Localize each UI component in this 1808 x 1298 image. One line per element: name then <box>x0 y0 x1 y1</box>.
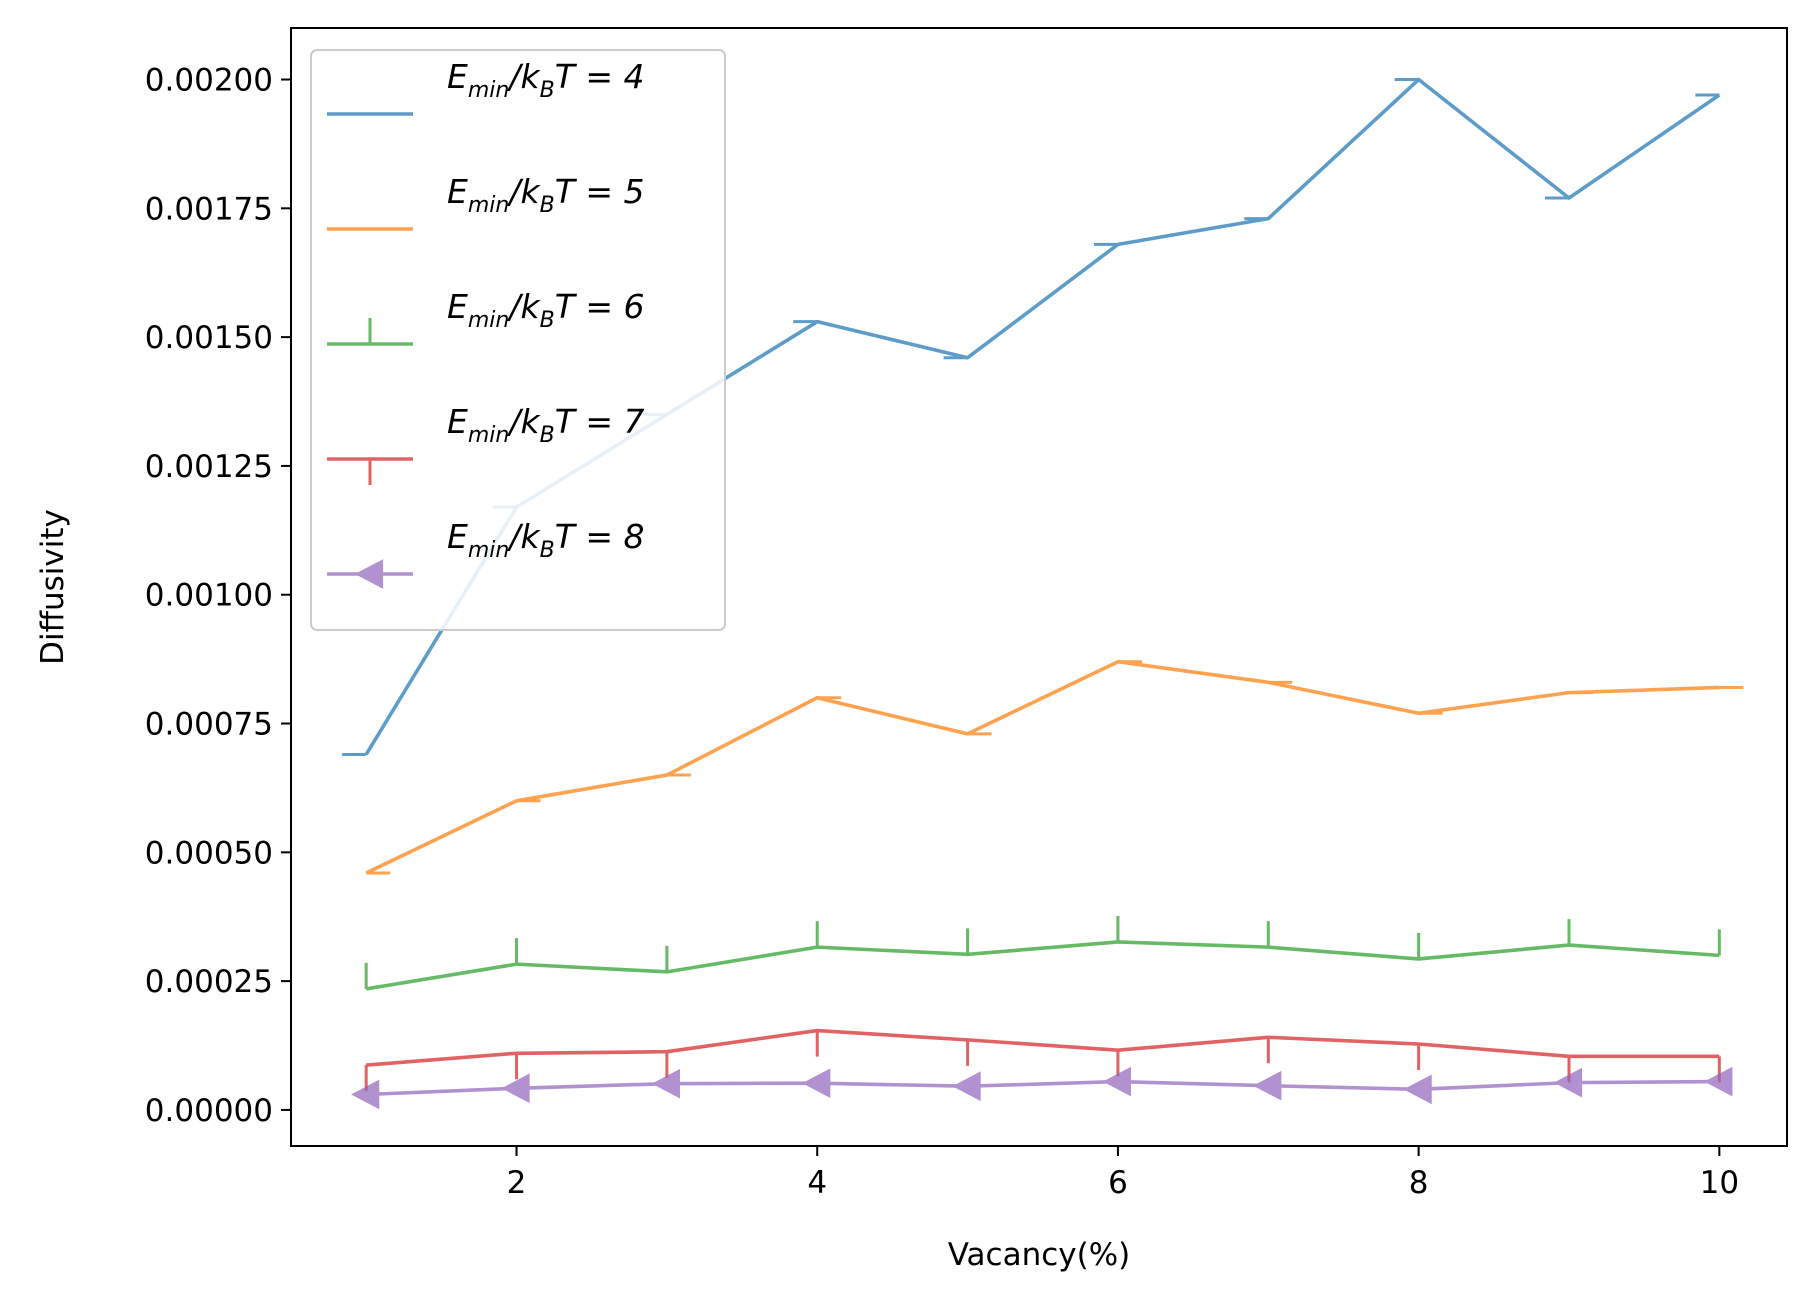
series-4-line <box>366 1028 1720 1067</box>
y-tick-label-6: 0.00150 <box>145 320 273 356</box>
series-5-point-5 <box>952 1071 981 1102</box>
y-tick-label-0: 0.00000 <box>145 1093 273 1129</box>
series-5 <box>351 1066 1733 1110</box>
legend-handle-4 <box>327 457 413 485</box>
series-5-point-1 <box>351 1079 380 1110</box>
x-axis-label: Vacancy(%) <box>948 1237 1131 1273</box>
series-3 <box>364 915 1721 991</box>
legend-label-4: Emin/kBT = 7 <box>447 402 644 448</box>
x-tick-label-0: 2 <box>507 1165 527 1201</box>
y-tick-label-8: 0.00200 <box>145 63 273 99</box>
y-tick-label-4: 0.00100 <box>145 578 273 614</box>
y-tick-label-2: 0.00050 <box>145 835 273 871</box>
legend-label-1: Emin/kBT = 4 <box>447 57 644 103</box>
plot-frame <box>290 27 1788 1147</box>
series-5-point-6 <box>1102 1066 1132 1097</box>
series-5-line <box>366 1079 1720 1097</box>
y-tick-label-1: 0.00025 <box>145 964 273 1000</box>
series-2-line <box>365 659 1720 875</box>
y-axis-label: Diffusivity <box>35 509 71 665</box>
legend-label-2: Emin/kBT = 5 <box>447 172 644 218</box>
series-5-point-2 <box>501 1073 530 1104</box>
legend-handle-3 <box>327 318 413 346</box>
series-5-point-10 <box>1704 1066 1733 1097</box>
series-3-line <box>365 940 1720 991</box>
x-tick-label-1: 4 <box>807 1165 827 1201</box>
legend: Emin/kBT = 4 Emin/kBT = 5 Emin/kBT = 6 Emin… <box>310 49 726 631</box>
series-2 <box>365 659 1744 875</box>
legend-marker-5 <box>354 559 384 589</box>
axes-layer: 2 4 6 8 10 0.00000 0.00025 0.00050 0.00075 0.0010… <box>145 63 1739 1201</box>
series-5-point-9 <box>1553 1067 1583 1098</box>
x-tick-label-3: 8 <box>1409 1165 1429 1201</box>
legend-frame <box>310 49 726 631</box>
y-tick-label-7: 0.00175 <box>145 191 273 227</box>
x-tick-label-4: 10 <box>1700 1165 1739 1201</box>
legend-label-3: Emin/kBT = 6 <box>447 287 644 333</box>
series-5-point-8 <box>1403 1074 1432 1105</box>
y-tick-label-5: 0.00125 <box>145 449 273 485</box>
series-5-point-7 <box>1253 1070 1282 1101</box>
series-5-point-3 <box>651 1068 680 1099</box>
legend-label-5: Emin/kBT = 8 <box>447 517 644 563</box>
y-tick-label-3: 0.00075 <box>145 707 273 743</box>
series-5-point-4 <box>802 1068 831 1098</box>
legend-handle-5 <box>327 559 413 589</box>
x-tick-label-2: 6 <box>1108 1165 1128 1201</box>
